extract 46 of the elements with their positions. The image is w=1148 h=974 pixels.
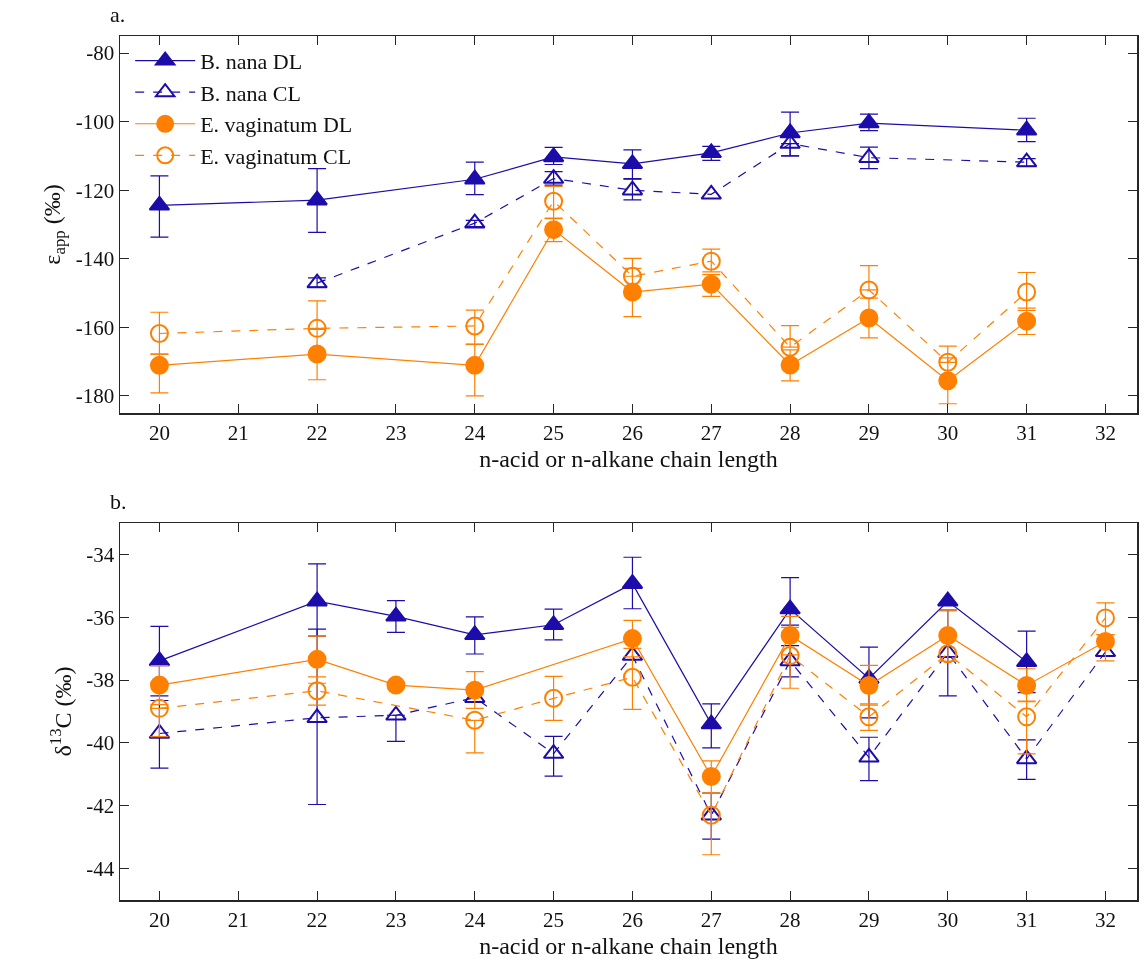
x-tick-label: 32 bbox=[1094, 907, 1116, 932]
x-tick-label: 29 bbox=[858, 420, 880, 445]
x-tick-label: 27 bbox=[700, 907, 722, 932]
x-tick-label: 23 bbox=[385, 420, 407, 445]
y-tick-label: -36 bbox=[86, 605, 115, 630]
chart-title: b. bbox=[110, 488, 127, 514]
x-tick-label: 24 bbox=[464, 907, 486, 932]
legend-label: B. nana CL bbox=[200, 80, 301, 106]
x-tick-label: 28 bbox=[779, 420, 801, 445]
y-tick-label: -40 bbox=[86, 731, 115, 756]
x-tick-label: 25 bbox=[543, 420, 565, 445]
y-tick-label: -160 bbox=[75, 315, 115, 340]
x-axis-title: n-acid or n-alkane chain length bbox=[479, 932, 778, 959]
x-tick-label: 26 bbox=[621, 907, 643, 932]
x-tick-label: 30 bbox=[937, 907, 959, 932]
y-tick-label: -100 bbox=[75, 110, 115, 135]
x-tick-label: 24 bbox=[464, 420, 486, 445]
x-tick-label: 21 bbox=[227, 420, 249, 445]
y-tick-label: -80 bbox=[86, 41, 115, 66]
x-tick-label: 26 bbox=[621, 420, 643, 445]
x-tick-label: 25 bbox=[543, 907, 565, 932]
x-tick-label: 30 bbox=[937, 420, 959, 445]
x-tick-label: 32 bbox=[1094, 420, 1116, 445]
x-tick-label: 31 bbox=[1016, 907, 1038, 932]
y-tick-label: -42 bbox=[86, 794, 115, 819]
legend-label: E. vaginatum CL bbox=[200, 143, 352, 169]
x-tick-label: 22 bbox=[306, 420, 328, 445]
x-tick-label: 20 bbox=[148, 907, 170, 932]
x-axis-title: n-acid or n-alkane chain length bbox=[479, 445, 778, 472]
y-tick-label: -120 bbox=[75, 178, 115, 203]
x-tick-label: 23 bbox=[385, 907, 407, 932]
x-tick-label: 20 bbox=[148, 420, 170, 445]
legend-label: B. nana DL bbox=[200, 49, 303, 75]
x-tick-label: 21 bbox=[227, 907, 249, 932]
x-tick-label: 28 bbox=[779, 907, 801, 932]
x-tick-label: 31 bbox=[1016, 420, 1038, 445]
legend-label: E. vaginatum DL bbox=[200, 112, 353, 138]
y-tick-label: -34 bbox=[86, 542, 115, 567]
y-tick-label: -180 bbox=[75, 384, 115, 409]
chart-title: a. bbox=[110, 1, 126, 27]
y-tick-label: -38 bbox=[86, 668, 115, 693]
x-tick-label: 22 bbox=[306, 907, 328, 932]
y-tick-label: -44 bbox=[86, 856, 115, 881]
x-tick-label: 29 bbox=[858, 907, 880, 932]
x-tick-label: 27 bbox=[700, 420, 722, 445]
y-tick-label: -140 bbox=[75, 247, 115, 272]
